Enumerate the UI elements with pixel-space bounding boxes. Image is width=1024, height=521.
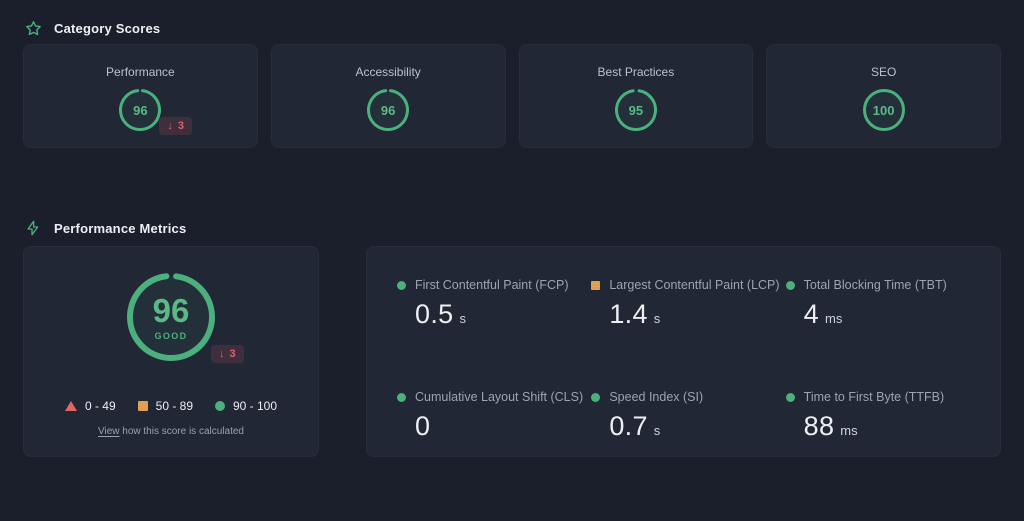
score-delta-badge: ↓ 3: [159, 117, 192, 135]
link-text-view[interactable]: View: [97, 426, 120, 437]
score-ring: 96: [366, 88, 410, 132]
metric-unit: ms: [824, 311, 843, 326]
metric-value: 0.5: [415, 299, 454, 329]
star-icon: [24, 19, 42, 37]
score-card-accessibility: Accessibility 96: [270, 44, 506, 148]
score-card-label: Accessibility: [355, 65, 421, 79]
metric-cls: Cumulative Layout Shift (CLS) 0: [397, 390, 591, 456]
gauge-score-value: 96: [152, 291, 190, 329]
circle-marker-icon: [591, 392, 601, 402]
metric-label: Cumulative Layout Shift (CLS): [415, 390, 584, 404]
metric-ttfb: Time to First Byte (TTFB) 88 ms: [785, 390, 980, 456]
circle-marker-icon: [215, 401, 225, 411]
triangle-marker-icon: [64, 401, 77, 411]
metric-unit: ms: [840, 423, 858, 438]
metric-unit: s: [653, 311, 661, 326]
performance-gauge-ring: 96 GOOD: [126, 272, 216, 362]
score-value: 95: [628, 102, 644, 118]
circle-marker-icon: [785, 280, 795, 290]
score-ring: 95: [614, 88, 658, 132]
score-card-best-practices: Best Practices 95: [518, 44, 754, 148]
metric-fcp: First Contentful Paint (FCP) 0.5 s: [397, 278, 591, 344]
score-calculation-link[interactable]: View how this score is calculated: [98, 426, 244, 437]
square-marker-icon: [591, 280, 601, 290]
score-card-seo: SEO 100: [766, 44, 1001, 148]
score-value: 100: [872, 102, 895, 118]
metrics-grid-card: First Contentful Paint (FCP) 0.5 s Large…: [366, 246, 1001, 457]
circle-marker-icon: [397, 280, 406, 290]
arrow-down-icon: ↓: [219, 348, 225, 360]
metric-value: 88: [803, 411, 835, 441]
legend-item-poor: 0 - 49: [64, 399, 116, 413]
section-title: Category Scores: [54, 20, 161, 36]
score-value: 96: [133, 102, 148, 118]
legend-label: 90 - 100: [233, 399, 278, 413]
delta-value: 3: [177, 120, 184, 132]
metric-lcp: Largest Contentful Paint (LCP) 1.4 s: [591, 278, 785, 344]
category-scores-header: Category Scores: [0, 0, 1024, 38]
performance-metrics-header: Performance Metrics: [0, 200, 1024, 238]
metric-label: Largest Contentful Paint (LCP): [609, 278, 780, 292]
metric-si: Speed Index (SI) 0.7 s: [591, 390, 785, 456]
link-text-rest: how this score is calculated: [119, 426, 244, 437]
legend-label: 50 - 89: [155, 399, 193, 413]
score-legend: 0 - 49 50 - 89 90 - 100: [64, 399, 277, 413]
metric-tbt: Total Blocking Time (TBT) 4 ms: [785, 278, 980, 344]
score-card-label: Performance: [106, 65, 175, 79]
legend-label: 0 - 49: [84, 399, 116, 413]
gauge-delta-badge: ↓ 3: [211, 345, 244, 363]
category-score-cards-row: Performance 96 ↓ 3 Accessibility 96 Best…: [0, 44, 1024, 148]
metric-value: 0: [415, 411, 431, 441]
arrow-down-icon: ↓: [167, 120, 173, 132]
legend-item-average: 50 - 89: [137, 399, 193, 413]
score-ring: 100: [862, 88, 906, 132]
score-card-label: SEO: [870, 65, 897, 79]
performance-gauge-card: 96 GOOD ↓ 3 0 - 49 50 - 89 90 - 100 View…: [23, 246, 319, 457]
score-card-label: Best Practices: [597, 65, 675, 79]
metric-label: Speed Index (SI): [609, 390, 704, 404]
metric-label: First Contentful Paint (FCP): [415, 278, 569, 292]
delta-value: 3: [229, 348, 236, 360]
metric-unit: s: [653, 423, 661, 438]
legend-item-good: 90 - 100: [215, 399, 277, 413]
metric-value: 1.4: [609, 299, 648, 329]
metric-value: 4: [803, 299, 819, 329]
gauge-rating-label: GOOD: [154, 330, 188, 341]
metric-label: Time to First Byte (TTFB): [803, 390, 945, 404]
metric-label: Total Blocking Time (TBT): [803, 278, 947, 292]
metric-value: 0.7: [609, 411, 648, 441]
metric-unit: s: [459, 311, 466, 326]
square-marker-icon: [137, 401, 148, 411]
performance-metrics-row: 96 GOOD ↓ 3 0 - 49 50 - 89 90 - 100 View…: [0, 246, 1024, 457]
section-title: Performance Metrics: [54, 220, 187, 236]
score-value: 96: [380, 102, 396, 118]
lightning-bolt-icon: [24, 219, 42, 237]
score-ring: 96: [118, 88, 162, 132]
circle-marker-icon: [397, 392, 406, 402]
score-card-performance: Performance 96 ↓ 3: [23, 44, 258, 148]
circle-marker-icon: [785, 392, 795, 402]
